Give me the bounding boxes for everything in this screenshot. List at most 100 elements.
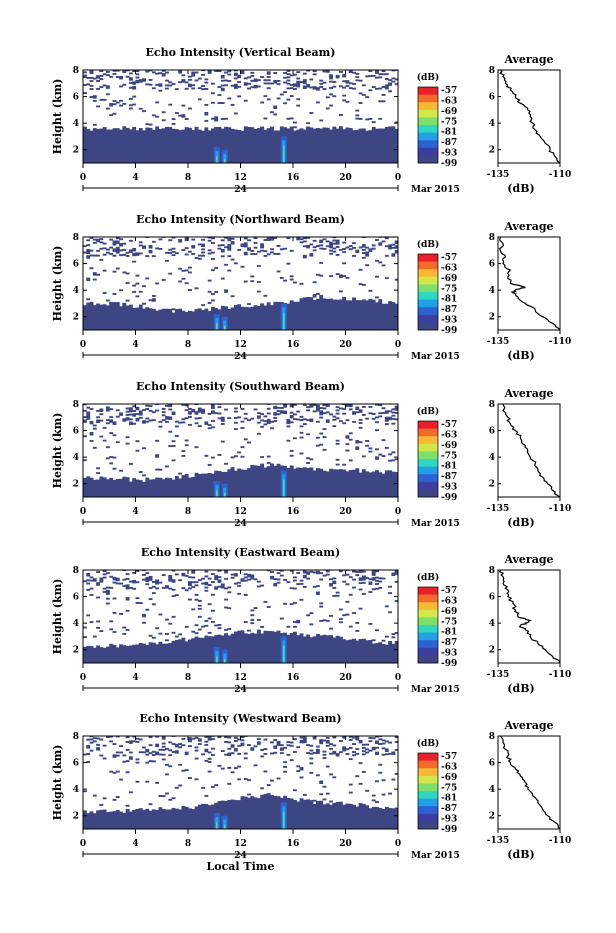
echo-cell	[220, 255, 225, 258]
echo-cell	[256, 306, 261, 330]
echo-cell	[227, 248, 232, 251]
echo-cell	[188, 289, 192, 291]
echo-cell	[296, 619, 301, 622]
echo-cell	[171, 807, 176, 829]
echo-cell	[266, 466, 271, 497]
colorbar-tick-label: -99	[441, 159, 457, 169]
echo-cell	[247, 573, 251, 576]
echo-cell	[158, 420, 163, 423]
echo-cell	[204, 81, 209, 84]
echo-cell	[210, 419, 215, 422]
echo-cell	[253, 408, 258, 411]
echo-cell	[322, 127, 327, 163]
echo-cell	[155, 581, 160, 583]
echo-cell	[286, 753, 291, 756]
echo-cell	[338, 407, 343, 410]
echo-cell	[342, 747, 347, 750]
echo-cell	[171, 445, 176, 447]
echo-cell	[224, 246, 228, 249]
colorbar-tick-label: -81	[441, 628, 457, 638]
echo-cell	[178, 280, 183, 283]
echo-cell	[220, 583, 225, 586]
echo-cell	[345, 276, 350, 279]
echo-cell	[325, 803, 330, 829]
echo-cell	[171, 413, 176, 416]
echo-cell	[207, 70, 212, 73]
echo-cell	[332, 85, 337, 88]
echo-cell	[309, 253, 314, 255]
echo-cell	[270, 82, 274, 85]
profile-y-tick-label: 6	[489, 759, 495, 769]
echo-cell	[210, 237, 215, 240]
echo-cell	[132, 247, 137, 250]
echo-cell	[204, 589, 209, 592]
echo-cell	[299, 419, 304, 421]
echo-cell	[194, 412, 199, 415]
echo-cell	[210, 636, 215, 663]
echo-cell	[381, 128, 386, 163]
panel-1: Echo Intensity (Vertical Beam)2468Height…	[51, 46, 571, 195]
echo-cell	[273, 80, 278, 82]
echo-cell	[181, 418, 186, 421]
echo-cell	[227, 635, 232, 663]
colorbar-tick-label: -57	[441, 253, 457, 263]
echo-cell	[184, 769, 189, 772]
echo-cell	[361, 593, 366, 595]
echo-cell	[260, 76, 265, 78]
echo-cell	[375, 780, 379, 783]
x-tick-label: 12	[234, 839, 247, 849]
echo-cell	[260, 456, 265, 459]
echo-cell	[260, 626, 265, 628]
echo-cell	[315, 593, 320, 596]
echo-cell	[299, 598, 304, 601]
echo-cell	[273, 578, 278, 581]
echo-cell	[296, 129, 301, 163]
echo-cell	[86, 77, 91, 79]
echo-cell	[142, 245, 146, 248]
echo-cell	[217, 127, 222, 163]
echo-cell	[86, 745, 91, 747]
echo-cell	[348, 71, 353, 74]
echo-cell	[181, 805, 186, 829]
colorbar-tick-label: -75	[441, 783, 457, 793]
echo-cell	[83, 580, 87, 583]
echo-cell	[342, 247, 347, 250]
echo-cell	[302, 79, 307, 82]
y-tick-label: 2	[73, 480, 79, 490]
echo-cell	[181, 74, 186, 77]
echo-cell	[250, 796, 255, 829]
echo-cell	[109, 740, 114, 743]
echo-cell	[329, 468, 333, 497]
echo-cell	[286, 439, 291, 442]
echo-cell	[178, 240, 183, 243]
echo-cell	[92, 635, 97, 638]
echo-cell	[312, 636, 317, 663]
echo-cell	[381, 407, 386, 410]
echo-cell	[355, 406, 360, 409]
echo-cell	[207, 631, 212, 634]
echo-cell	[161, 414, 166, 417]
echo-cell	[96, 238, 101, 241]
echo-cell	[96, 737, 101, 740]
echo-cell	[151, 479, 156, 497]
echo-cell	[105, 409, 110, 412]
echo-cell	[329, 77, 333, 80]
colorbar-swatch	[418, 489, 438, 498]
echo-cell	[86, 248, 91, 251]
echo-cell	[266, 422, 271, 425]
echo-cell	[361, 283, 366, 286]
echo-cell	[155, 810, 160, 829]
echo-cell	[283, 404, 288, 407]
echo-cell	[371, 578, 376, 581]
echo-cell	[266, 76, 271, 78]
echo-cell	[86, 239, 91, 242]
echo-cell	[243, 621, 248, 624]
echo-cell	[394, 741, 398, 743]
echo-cell	[302, 793, 307, 796]
echo-cell	[125, 597, 130, 599]
echo-cell	[355, 738, 360, 741]
echo-cell	[240, 243, 245, 246]
echo-cell	[115, 751, 120, 754]
echo-heatmap	[83, 70, 398, 163]
echo-cell	[276, 301, 281, 330]
